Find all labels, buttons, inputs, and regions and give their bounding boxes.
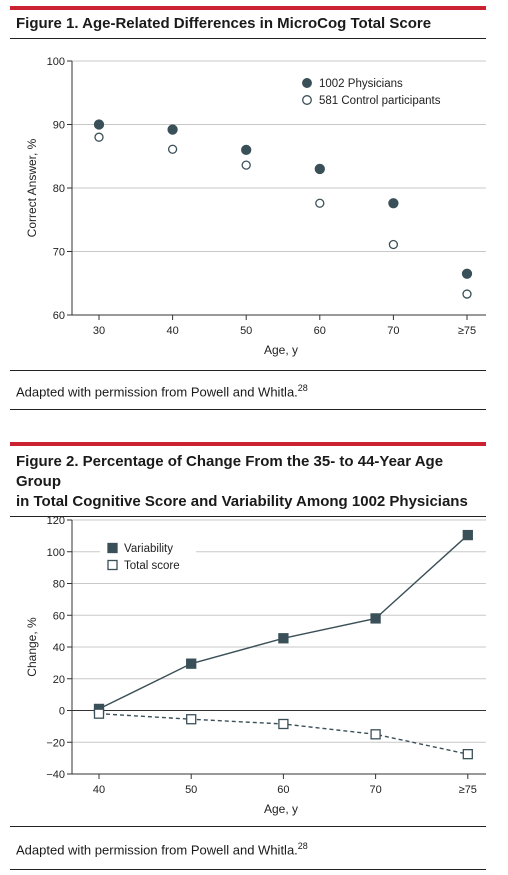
y-tick-label: 80 <box>53 183 65 195</box>
figure1-panel: Figure 1. Age-Related Differences in Mic… <box>10 6 486 39</box>
series-2-point <box>94 132 104 142</box>
series-2-point <box>167 144 178 154</box>
figure2-caption-text: Adapted with permission from Powell and … <box>16 842 298 858</box>
y-tick-label: 100 <box>47 56 65 68</box>
x-axis-label: Age, y <box>264 343 298 357</box>
y-tick-label: −20 <box>46 737 65 749</box>
legend-label: Variability <box>124 543 173 555</box>
y-tick-label: 60 <box>53 310 65 322</box>
legend-marker <box>107 559 118 571</box>
legend-marker <box>107 542 118 554</box>
x-tick-label: 60 <box>314 325 326 337</box>
y-tick-label: 90 <box>53 120 65 132</box>
series-2-point <box>388 239 399 250</box>
figure2-caption-rule-bottom <box>10 869 486 871</box>
legend-marker <box>302 78 312 88</box>
series-1-point <box>388 198 399 209</box>
x-tick-label: ≥75 <box>459 784 477 796</box>
y-tick-label: −40 <box>46 769 65 781</box>
figure1-caption: Adapted with permission from Powell and … <box>10 371 486 409</box>
figure2-title-line1: Figure 2. Percentage of Change From the … <box>16 453 444 490</box>
series-1-point <box>278 633 289 644</box>
y-tick-label: 20 <box>53 674 65 686</box>
figure1-chart: 60 70 80 90 100 30 40 50 60 70 ≥75 Age, y Correct An… <box>25 56 486 357</box>
figure2-title-rule <box>10 516 486 517</box>
x-tick-label: 60 <box>277 784 289 796</box>
series-1-point <box>186 658 197 669</box>
series-2-point <box>186 714 197 725</box>
legend-box <box>295 70 460 110</box>
figure1-caption-block: Adapted with permission from Powell and … <box>10 370 486 411</box>
figure2-caption: Adapted with permission from Powell and … <box>10 827 486 869</box>
series-1-point <box>241 144 252 156</box>
figure1-caption-text: Adapted with permission from Powell and … <box>16 384 298 400</box>
series-1-point <box>461 268 473 279</box>
x-axis-label: Age, y <box>264 802 298 816</box>
series-1-point <box>462 529 473 541</box>
x-tick-label: 50 <box>185 784 197 796</box>
legend-label: Total score <box>124 560 180 572</box>
x-tick-label: 30 <box>93 325 105 337</box>
y-tick-label: 0 <box>59 706 65 718</box>
figure2-title-line2: in Total Cognitive Score and Variability… <box>16 493 468 510</box>
series-1-point <box>314 163 325 175</box>
x-tick-label: 70 <box>369 784 381 796</box>
series-2-point <box>241 160 251 170</box>
series-1-point <box>167 124 178 135</box>
series-1-point <box>93 119 105 130</box>
x-tick-label: 40 <box>166 325 178 337</box>
legend-marker <box>302 95 312 105</box>
series-2-point <box>370 729 381 740</box>
series-2-point <box>462 289 472 299</box>
y-axis-label: Correct Answer, % <box>25 138 39 237</box>
figure1-title: Figure 1. Age-Related Differences in Mic… <box>16 15 432 32</box>
series-2-point <box>315 198 325 208</box>
series-2-point <box>278 718 289 730</box>
y-tick-label: 70 <box>53 247 65 259</box>
figure1-caption-ref: 28 <box>297 383 308 393</box>
x-tick-label: 40 <box>93 784 105 796</box>
series-2-point <box>462 749 473 760</box>
series-1-point <box>370 613 381 624</box>
figure2-caption-block: Adapted with permission from Powell and … <box>10 826 486 871</box>
y-tick-label: 100 <box>47 547 65 559</box>
x-tick-label: 50 <box>240 325 252 337</box>
figure2-panel: Figure 2. Percentage of Change From the … <box>10 442 486 517</box>
y-tick-label: 120 <box>47 515 65 527</box>
y-tick-label: 60 <box>53 610 65 622</box>
figure1-caption-rule-top <box>10 370 486 371</box>
figure2-caption-ref: 28 <box>297 841 308 851</box>
series-2-point <box>93 708 105 719</box>
figure2-accent-bar <box>10 442 486 446</box>
x-tick-label: ≥75 <box>458 325 476 337</box>
figure2-chart: −40 −20 0 20 40 60 80 100 120 40 50 60 70 ≥75 Age, y Ch… <box>25 515 486 816</box>
y-tick-label: 80 <box>53 579 65 591</box>
figure1-title-rule <box>10 38 486 39</box>
figure2-caption-rule-top <box>10 826 486 827</box>
y-axis-label: Change, % <box>25 617 39 677</box>
figure2-title: Figure 2. Percentage of Change From the … <box>10 446 486 516</box>
legend-label: 1002 Physicians <box>319 78 403 90</box>
figure1-accent-bar <box>10 6 486 10</box>
figure1-caption-rule-bottom <box>10 409 486 411</box>
legend-label: 581 Control participants <box>319 95 441 107</box>
y-tick-label: 40 <box>53 642 65 654</box>
x-tick-label: 70 <box>387 325 399 337</box>
